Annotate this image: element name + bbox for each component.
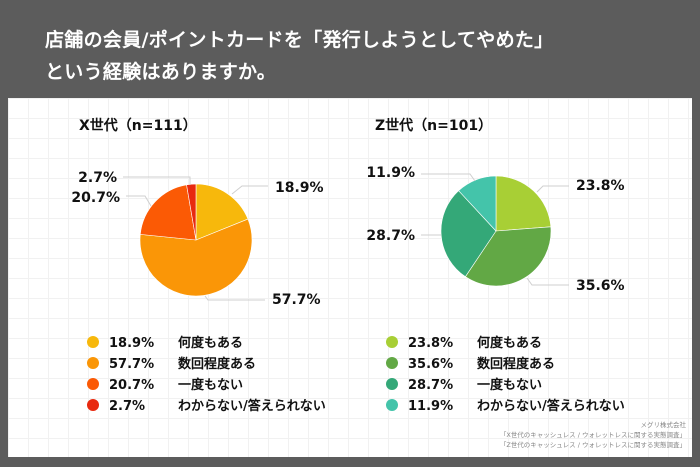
legend-label-several-times: 数回程度ある [477, 356, 555, 372]
legend-dot-several-times [87, 357, 99, 369]
pie-slice-unknown [186, 183, 197, 241]
legend-label-often: 何度もある [477, 335, 542, 351]
title-line-2: という経験はありますか。 [45, 61, 277, 83]
legend-value-unknown: 2.7% [109, 399, 145, 414]
data-label-often: 23.8% [576, 178, 625, 194]
legend-value-never: 20.7% [109, 378, 154, 393]
chart-panel [8, 98, 692, 457]
data-label-never: 28.7% [366, 228, 415, 244]
data-label-several-times: 57.7% [272, 292, 321, 308]
legend-value-several-times: 57.7% [109, 357, 154, 372]
leader-line-never [126, 195, 152, 207]
leader-line-several-times [526, 277, 569, 286]
data-label-unknown: 11.9% [366, 165, 415, 181]
legend-dot-unknown [87, 399, 99, 411]
pie-slice-often [495, 175, 552, 232]
pie-chart-z-generation: Z世代（n=101） 23.8% 35.6% 28.7% 11.9% 23.8% 何度も… [366, 117, 624, 414]
legend-dot-unknown [386, 399, 398, 411]
pie-slice-never [440, 190, 497, 278]
pie-slice-several-times [139, 218, 253, 297]
data-label-often: 18.9% [275, 180, 324, 196]
legend-label-unknown: わからない/答えられない [178, 398, 326, 414]
data-label-unknown: 2.7% [78, 170, 117, 186]
legend-dot-never [386, 378, 398, 390]
legend-value-several-times: 35.6% [408, 357, 453, 372]
legend-dot-often [386, 336, 398, 348]
chart-title-z-generation: Z世代（n=101） [375, 117, 492, 134]
pie-slice-never [139, 184, 197, 241]
legend-value-often: 18.9% [109, 336, 154, 351]
title-line-1: 店舗の会員/ポイントカードを「発行しようとしてやめた」 [45, 29, 554, 51]
legend-value-often: 23.8% [408, 336, 453, 351]
legend-dot-never [87, 378, 99, 390]
leader-line-often [536, 185, 569, 193]
pie-chart-x-generation: X世代（n=111） 18.9% 57.7% 20.7% 2.7% 18.9% 何度もあ… [71, 117, 325, 414]
legend-value-never: 28.7% [408, 378, 453, 393]
legend-dot-several-times [386, 357, 398, 369]
pie-slice-often [195, 183, 249, 241]
legend-label-unknown: わからない/答えられない [477, 398, 625, 414]
pie-slice-several-times [464, 226, 552, 287]
leader-line-several-times [204, 295, 265, 301]
source-note: メグリ株式会社 「X世代のキャッシュレス / ウォレットレスに関する実態調査」 … [500, 420, 686, 450]
legend-label-never: 一度もない [178, 377, 243, 393]
legend-label-often: 何度もある [178, 335, 243, 351]
legend-value-unknown: 11.9% [408, 399, 453, 414]
data-label-several-times: 35.6% [576, 278, 625, 294]
data-label-never: 20.7% [71, 190, 120, 206]
pie-slice-unknown [458, 175, 497, 232]
page-title: 店舗の会員/ポイントカードを「発行しようとしてやめた」 という経験はありますか。 [45, 24, 553, 88]
source-survey-x: 「X世代のキャッシュレス / ウォレットレスに関する実態調査」 [499, 431, 686, 439]
legend-dot-often [87, 336, 99, 348]
legend-label-never: 一度もない [477, 377, 542, 393]
leader-line-unknown [421, 173, 476, 182]
source-survey-z: 「Z世代のキャッシュレス / ウォレットレスに関する実態調査」 [499, 441, 686, 449]
source-company: メグリ株式会社 [640, 421, 687, 429]
legend-label-several-times: 数回程度ある [178, 356, 256, 372]
chart-title-x-generation: X世代（n=111） [79, 117, 197, 134]
leader-line-often [231, 185, 268, 195]
leader-line-unknown [123, 176, 191, 185]
